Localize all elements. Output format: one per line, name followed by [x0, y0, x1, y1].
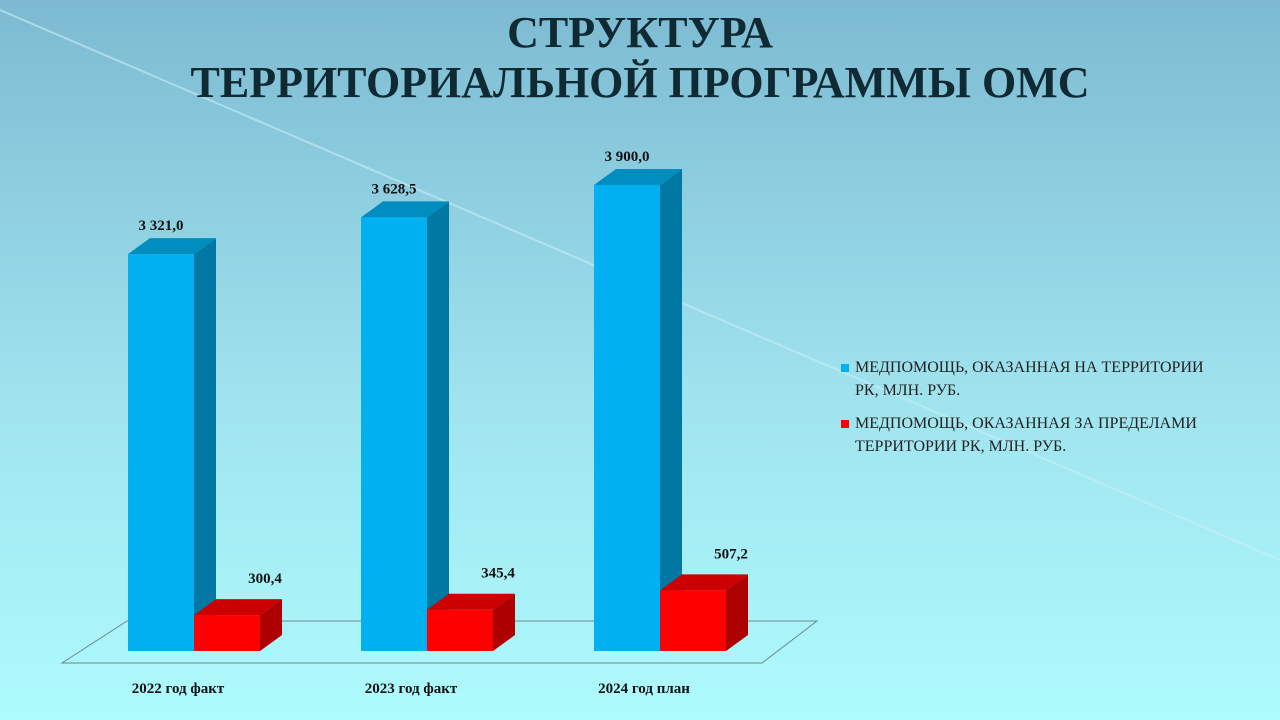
bar — [594, 184, 660, 651]
value-label: 3 900,0 — [605, 149, 650, 165]
value-label: 345,4 — [481, 566, 515, 582]
title-line: ТЕРРИТОРИАЛЬНОЙ ПРОГРАММЫ ОМС — [190, 58, 1090, 107]
legend-swatch — [841, 420, 849, 428]
bar-top — [660, 574, 748, 591]
bar-top — [427, 593, 515, 610]
bar-side — [660, 168, 682, 651]
chart-title: СТРУКТУРА ТЕРРИТОРИАЛЬНОЙ ПРОГРАММЫ ОМС — [0, 8, 1280, 108]
bar-top — [594, 168, 682, 185]
bar-top — [194, 599, 282, 616]
bar — [194, 615, 260, 651]
bar — [660, 590, 726, 651]
title-line: СТРУКТУРА — [507, 8, 773, 57]
bar-side — [260, 599, 282, 651]
legend-label: МЕДПОМОЩЬ, ОКАЗАННАЯ НА ТЕРРИТОРИИ РК, М… — [855, 359, 1204, 399]
x-tick-label: 2023 год факт — [365, 681, 458, 697]
legend-item: МЕДПОМОЩЬ, ОКАЗАННАЯ НА ТЕРРИТОРИИ РК, М… — [838, 356, 1225, 402]
bar — [427, 609, 493, 651]
bar-side — [493, 593, 515, 651]
x-tick-label: 2022 год факт — [132, 681, 225, 697]
bar-side — [726, 574, 748, 651]
bar-top — [361, 201, 449, 218]
legend-swatch — [841, 364, 849, 372]
bar-top — [128, 238, 216, 255]
bar — [361, 217, 427, 651]
legend-label: МЕДПОМОЩЬ, ОКАЗАННАЯ ЗА ПРЕДЕЛАМИ ТЕРРИТ… — [855, 415, 1197, 455]
floor — [60, 620, 819, 664]
x-tick-label: 2024 год план — [598, 681, 690, 697]
value-label: 507,2 — [714, 546, 748, 562]
bar-side — [194, 238, 216, 651]
value-label: 3 321,0 — [139, 218, 184, 234]
value-label: 300,4 — [248, 571, 282, 587]
legend: МЕДПОМОЩЬ, ОКАЗАННАЯ НА ТЕРРИТОРИИ РК, М… — [838, 356, 1238, 468]
bar — [128, 254, 194, 651]
value-label: 3 628,5 — [372, 181, 417, 197]
bar-side — [427, 201, 449, 651]
legend-item: МЕДПОМОЩЬ, ОКАЗАННАЯ ЗА ПРЕДЕЛАМИ ТЕРРИТ… — [838, 412, 1225, 458]
